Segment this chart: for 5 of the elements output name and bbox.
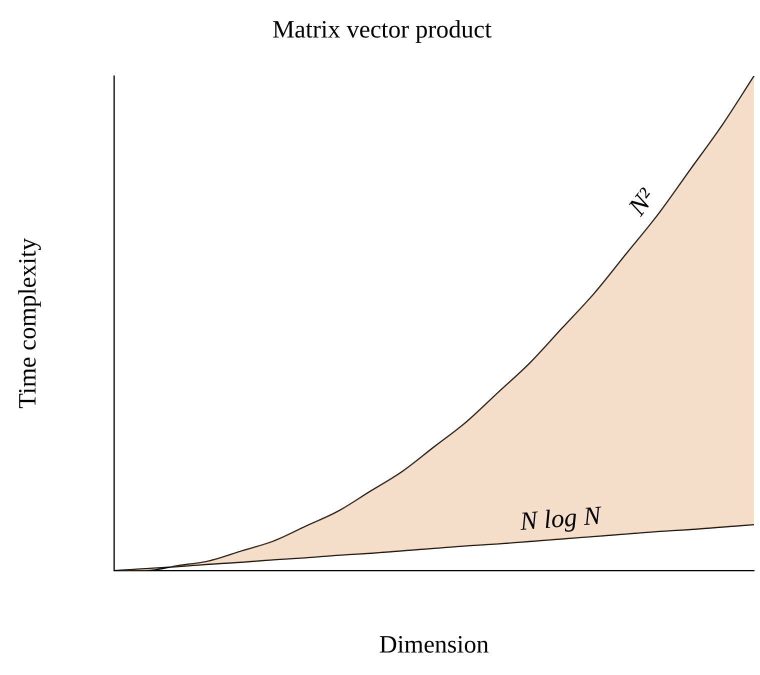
chart-title: Matrix vector product: [272, 16, 492, 44]
y-axis-title: Time complexity: [14, 238, 42, 409]
text: N²: [622, 182, 662, 222]
x-axis-title: Dimension: [379, 632, 490, 659]
series-label: N log N: [518, 500, 604, 536]
